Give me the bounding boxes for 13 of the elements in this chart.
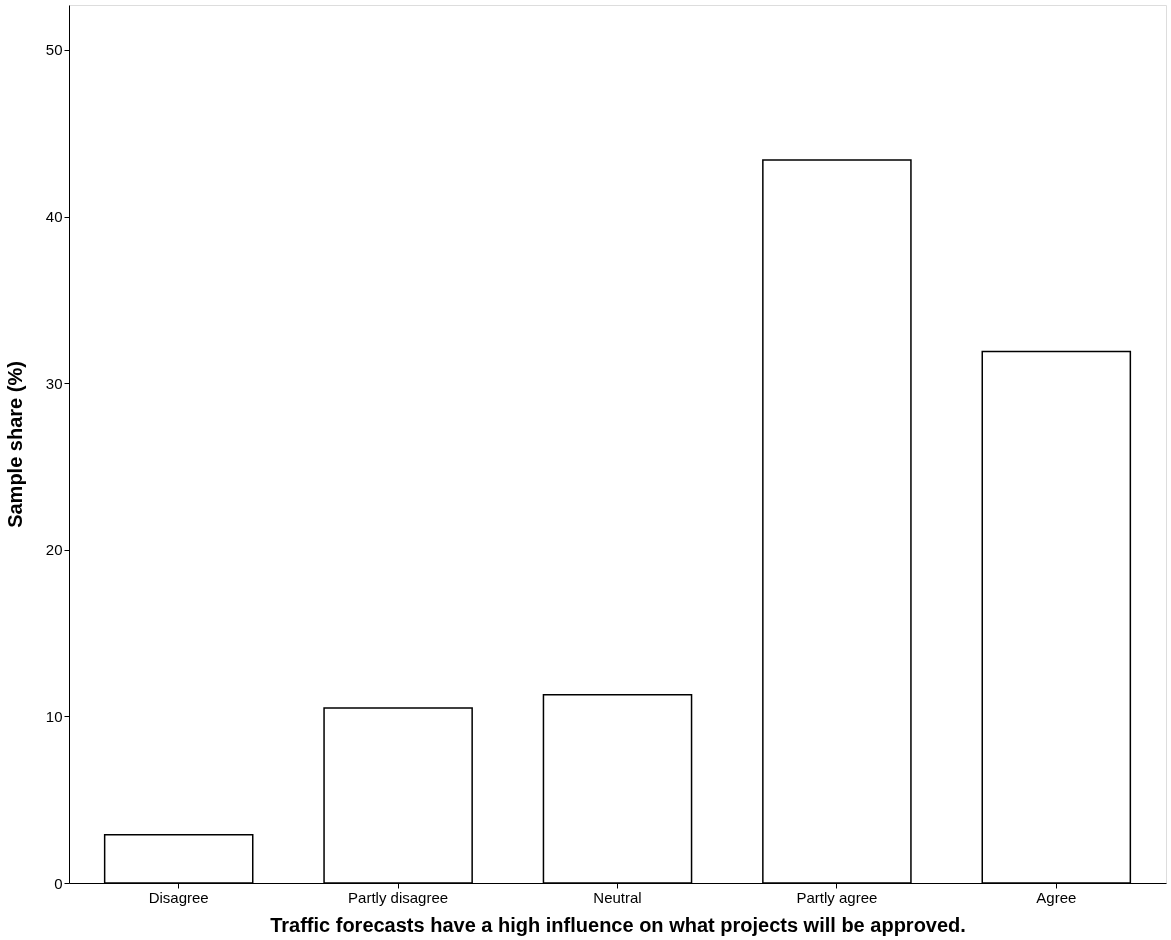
y-tick-label: 50 <box>45 41 63 59</box>
y-axis-title: Sample share (%) <box>3 361 26 528</box>
x-axis-title: Traffic forecasts have a high influence on what projects will be approved. <box>270 913 966 936</box>
x-tick-label: Partly agree <box>796 888 878 906</box>
y-tick-label: 20 <box>45 541 63 559</box>
y-tick-label: 30 <box>45 374 63 392</box>
y-tick-label: 0 <box>54 874 63 892</box>
x-tick-label: Partly disagree <box>348 888 449 906</box>
x-tick-label: Agree <box>1036 888 1077 906</box>
y-tick-label: 10 <box>45 707 63 725</box>
x-tick-label: Disagree <box>148 888 209 906</box>
x-tick-label: Neutral <box>593 888 642 906</box>
y-tick-label: 40 <box>45 208 63 226</box>
